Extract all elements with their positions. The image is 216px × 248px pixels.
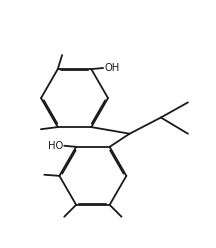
Text: OH: OH (104, 63, 119, 73)
Text: HO: HO (48, 141, 63, 151)
